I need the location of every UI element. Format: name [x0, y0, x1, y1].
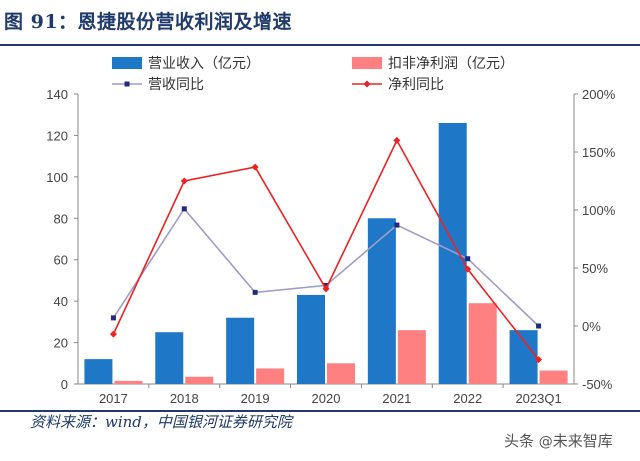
chart-legend: 营业收入（亿元） 扣非净利润（亿元） 营收同比 净利同比 — [112, 56, 514, 93]
revenue-bar — [509, 330, 538, 384]
legend-marker-profit-growth — [363, 80, 371, 88]
source-note: 资料来源：wind，中国银河证券研究院 — [30, 413, 292, 431]
profit-bar — [468, 303, 497, 384]
left-tick-label: 0 — [61, 377, 68, 392]
watermark-prefix: 头条 — [504, 432, 535, 450]
x-tick-label: 2021 — [382, 391, 411, 406]
revenue-growth-point — [181, 206, 187, 212]
legend-label-profit: 扣非净利润（亿元） — [388, 56, 514, 72]
profit-bar — [256, 368, 285, 384]
legend-swatch-revenue — [112, 57, 142, 69]
left-tick-label: 40 — [54, 294, 68, 309]
chart-axes: 0 20 40 60 80 100 120 140 -50% 0% 50% 100% 150% 200% 2… — [46, 87, 615, 406]
x-tick-label: 2017 — [99, 391, 128, 406]
right-tick-label: -50% — [582, 377, 613, 392]
footer-divider — [0, 410, 640, 412]
x-tick-label: 2023Q1 — [515, 391, 561, 406]
revenue-bar — [226, 317, 255, 384]
title-divider — [0, 44, 640, 46]
profit-bar — [185, 376, 214, 384]
revenue-bar — [297, 294, 325, 384]
revenue-bar — [155, 332, 184, 384]
revenue-growth-point — [252, 289, 258, 295]
profit-growth-point — [393, 136, 401, 144]
profit-bar — [397, 330, 426, 384]
profit-bar — [539, 370, 568, 384]
revenue-growth-point — [465, 256, 471, 262]
legend-label-revenue: 营业收入（亿元） — [148, 56, 260, 72]
right-tick-label: 50% — [582, 261, 608, 276]
revenue-growth-point — [110, 315, 116, 321]
profit-growth-point — [322, 285, 330, 293]
left-tick-label: 80 — [54, 211, 68, 226]
right-tick-label: 0% — [582, 319, 601, 334]
revenue-bar — [367, 218, 396, 384]
left-tick-label: 140 — [46, 87, 68, 102]
revenue-growth-point — [394, 222, 400, 228]
right-tick-label: 150% — [582, 145, 616, 160]
revenue-bar — [438, 123, 467, 384]
profit-growth-point — [180, 177, 188, 185]
watermark: 头条 @未来智库 — [504, 428, 613, 454]
right-tick-label: 100% — [582, 203, 616, 218]
x-tick-label: 2020 — [312, 391, 341, 406]
left-tick-label: 60 — [54, 253, 68, 268]
left-tick-label: 120 — [46, 128, 68, 143]
x-tick-label: 2022 — [453, 391, 482, 406]
profit-bar — [327, 363, 355, 384]
legend-label-profit-growth: 净利同比 — [388, 77, 444, 93]
chart-bars — [84, 123, 568, 384]
revenue-bar — [84, 359, 113, 384]
profit-growth-point — [535, 356, 543, 364]
left-tick-label: 20 — [54, 336, 68, 351]
revenue-growth-point — [536, 323, 542, 329]
profit-growth-point — [109, 330, 117, 338]
at-icon: @ — [538, 434, 553, 450]
x-tick-label: 2019 — [241, 391, 270, 406]
chart-lines — [109, 136, 543, 364]
legend-swatch-profit — [352, 57, 382, 69]
watermark-handle: 未来智库 — [552, 432, 613, 450]
left-tick-label: 100 — [46, 170, 68, 185]
legend-label-revenue-growth: 营收同比 — [148, 77, 204, 93]
profit-growth-point — [464, 265, 472, 273]
x-tick-label: 2018 — [170, 391, 199, 406]
page-title: 图 91：恩捷股份营收利润及增速 — [4, 11, 293, 33]
right-tick-label: 200% — [582, 87, 616, 102]
legend-marker-revenue-growth — [124, 81, 130, 87]
profit-growth-point — [251, 163, 259, 171]
profit-bar — [114, 380, 143, 384]
